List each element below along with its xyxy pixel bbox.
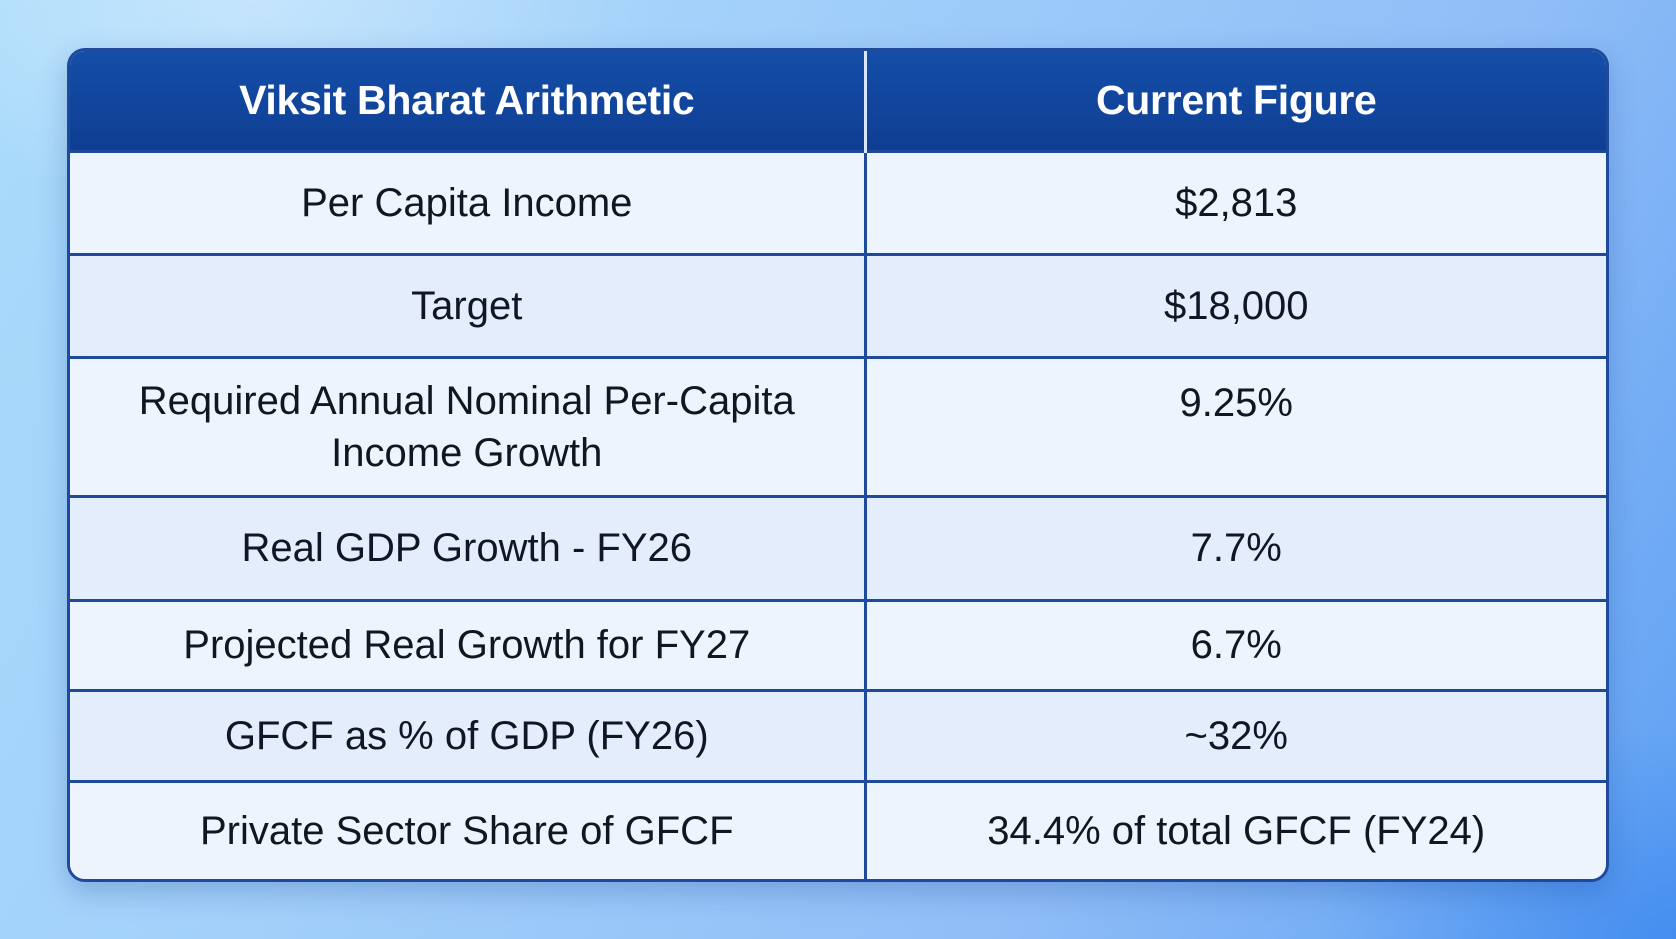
row-label: Private Sector Share of GFCF [70,779,865,879]
row-label: GFCF as % of GDP (FY26) [70,688,865,781]
row-value: 34.4% of total GFCF (FY24) [863,779,1606,879]
row-value: 7.7% [863,494,1606,600]
row-label: Projected Real Growth for FY27 [70,598,865,690]
table-row: GFCF as % of GDP (FY26) ~32% [70,688,1606,781]
viksit-bharat-table: Viksit Bharat Arithmetic Current Figure … [70,51,1606,879]
table-row: Real GDP Growth - FY26 7.7% [70,494,1606,600]
header-current-figure: Current Figure [863,51,1606,151]
row-label: Target [70,252,865,357]
table-row: Private Sector Share of GFCF 34.4% of to… [70,779,1606,879]
table-row: Required Annual Nominal Per-Capita Incom… [70,355,1606,496]
header-metric: Viksit Bharat Arithmetic [70,51,865,151]
row-value: 9.25% [863,355,1606,496]
table-row: Target $18,000 [70,252,1606,357]
comparison-table-card: Viksit Bharat Arithmetic Current Figure … [67,48,1609,882]
row-label: Required Annual Nominal Per-Capita Incom… [70,355,865,496]
table-header-row: Viksit Bharat Arithmetic Current Figure [70,51,1606,151]
table-row: Per Capita Income $2,813 [70,149,1606,254]
row-value: 6.7% [863,598,1606,690]
row-value: ~32% [863,688,1606,781]
row-value: $2,813 [863,149,1606,254]
row-label: Per Capita Income [70,149,865,254]
row-label: Real GDP Growth - FY26 [70,494,865,600]
table-row: Projected Real Growth for FY27 6.7% [70,598,1606,690]
row-value: $18,000 [863,252,1606,357]
